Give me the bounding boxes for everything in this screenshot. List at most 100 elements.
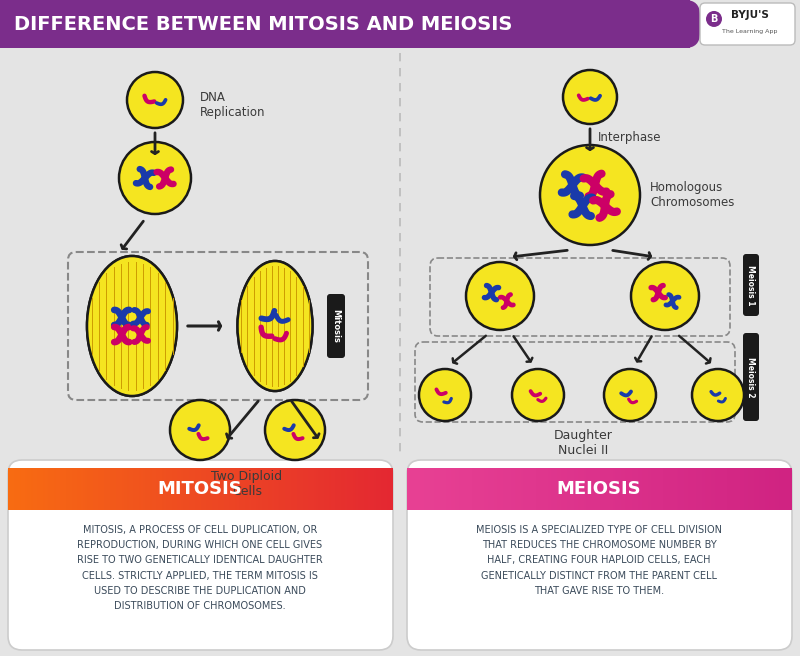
FancyBboxPatch shape [14,468,16,510]
FancyBboxPatch shape [45,468,46,510]
FancyBboxPatch shape [650,468,651,510]
FancyBboxPatch shape [270,468,272,510]
FancyBboxPatch shape [694,468,696,510]
FancyBboxPatch shape [515,468,517,510]
FancyBboxPatch shape [469,468,470,510]
FancyBboxPatch shape [166,468,168,510]
FancyBboxPatch shape [463,468,465,510]
FancyBboxPatch shape [185,468,187,510]
FancyBboxPatch shape [78,468,79,510]
FancyBboxPatch shape [52,468,54,510]
FancyBboxPatch shape [525,468,526,510]
FancyBboxPatch shape [62,468,64,510]
FancyBboxPatch shape [678,468,681,510]
FancyBboxPatch shape [569,468,570,510]
FancyBboxPatch shape [507,468,509,510]
FancyBboxPatch shape [486,468,488,510]
FancyBboxPatch shape [759,468,762,510]
FancyBboxPatch shape [27,468,30,510]
FancyBboxPatch shape [590,468,592,510]
FancyBboxPatch shape [368,468,370,510]
FancyBboxPatch shape [343,468,345,510]
FancyBboxPatch shape [279,468,282,510]
FancyBboxPatch shape [191,468,193,510]
FancyBboxPatch shape [726,468,729,510]
Text: DNA
Replication: DNA Replication [200,91,266,119]
FancyBboxPatch shape [774,468,777,510]
FancyBboxPatch shape [438,468,440,510]
FancyBboxPatch shape [609,468,611,510]
FancyBboxPatch shape [339,468,341,510]
FancyBboxPatch shape [130,468,131,510]
FancyBboxPatch shape [70,468,72,510]
Text: Interphase: Interphase [598,131,662,144]
FancyBboxPatch shape [677,468,678,510]
FancyBboxPatch shape [41,468,42,510]
FancyBboxPatch shape [386,468,387,510]
FancyBboxPatch shape [16,468,18,510]
FancyBboxPatch shape [557,468,559,510]
FancyBboxPatch shape [715,468,717,510]
FancyBboxPatch shape [133,468,135,510]
FancyBboxPatch shape [758,468,759,510]
FancyBboxPatch shape [216,468,218,510]
FancyBboxPatch shape [413,468,414,510]
FancyBboxPatch shape [751,468,754,510]
FancyBboxPatch shape [264,468,266,510]
FancyBboxPatch shape [366,468,368,510]
FancyBboxPatch shape [97,468,98,510]
FancyBboxPatch shape [316,468,318,510]
FancyBboxPatch shape [626,468,629,510]
FancyBboxPatch shape [617,468,619,510]
FancyBboxPatch shape [49,468,50,510]
FancyBboxPatch shape [478,468,480,510]
FancyBboxPatch shape [337,468,339,510]
FancyBboxPatch shape [511,468,513,510]
FancyBboxPatch shape [432,468,434,510]
FancyBboxPatch shape [654,468,655,510]
FancyBboxPatch shape [615,468,617,510]
FancyBboxPatch shape [324,468,326,510]
FancyBboxPatch shape [364,468,366,510]
FancyBboxPatch shape [570,468,573,510]
FancyBboxPatch shape [142,468,145,510]
FancyBboxPatch shape [172,468,174,510]
FancyBboxPatch shape [214,468,216,510]
FancyBboxPatch shape [189,468,191,510]
FancyBboxPatch shape [499,468,502,510]
FancyBboxPatch shape [227,468,230,510]
FancyBboxPatch shape [440,468,442,510]
FancyBboxPatch shape [466,468,469,510]
FancyBboxPatch shape [700,3,795,45]
FancyBboxPatch shape [522,468,525,510]
FancyBboxPatch shape [245,468,246,510]
FancyBboxPatch shape [602,468,603,510]
FancyBboxPatch shape [201,468,202,510]
FancyBboxPatch shape [327,468,330,510]
FancyBboxPatch shape [85,468,87,510]
FancyBboxPatch shape [322,468,324,510]
FancyBboxPatch shape [642,468,644,510]
FancyBboxPatch shape [667,468,669,510]
FancyBboxPatch shape [120,468,122,510]
FancyBboxPatch shape [750,468,752,510]
FancyBboxPatch shape [594,468,596,510]
FancyBboxPatch shape [293,468,295,510]
FancyBboxPatch shape [648,468,650,510]
FancyBboxPatch shape [526,468,528,510]
FancyBboxPatch shape [430,468,432,510]
FancyBboxPatch shape [123,468,126,510]
FancyBboxPatch shape [488,468,490,510]
FancyBboxPatch shape [790,468,792,510]
FancyBboxPatch shape [613,468,615,510]
FancyBboxPatch shape [179,468,182,510]
FancyBboxPatch shape [331,468,334,510]
FancyBboxPatch shape [374,468,376,510]
FancyBboxPatch shape [738,468,740,510]
FancyBboxPatch shape [421,468,422,510]
FancyBboxPatch shape [632,468,634,510]
Ellipse shape [238,261,313,391]
FancyBboxPatch shape [357,468,358,510]
FancyBboxPatch shape [566,468,569,510]
FancyBboxPatch shape [611,468,613,510]
